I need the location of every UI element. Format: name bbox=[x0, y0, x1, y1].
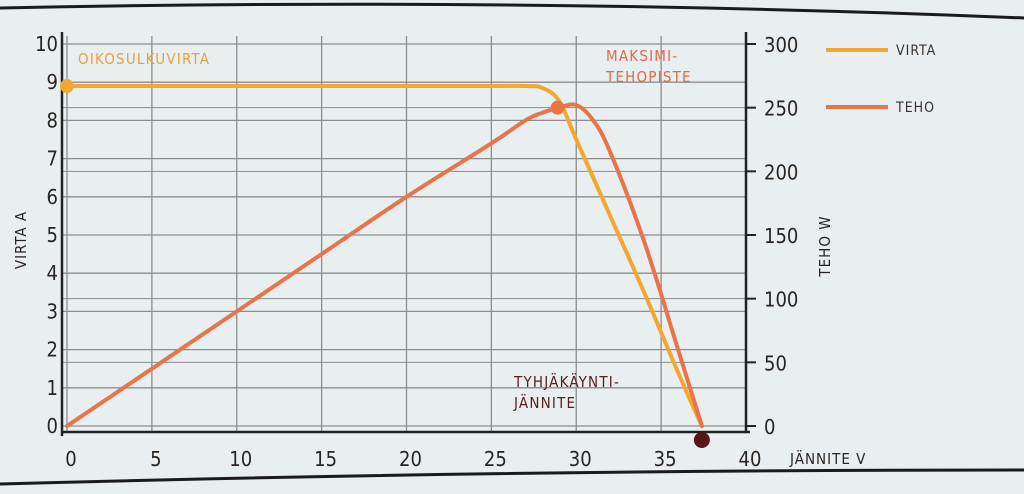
x-tick-label: 30 bbox=[569, 447, 592, 471]
page-edge-top bbox=[0, 2, 1024, 20]
left-tick-label: 9 bbox=[47, 70, 58, 94]
plot-frame bbox=[60, 32, 756, 436]
short-circuit-point bbox=[60, 79, 74, 94]
legend: VIRTA TEHO bbox=[826, 43, 936, 116]
left-tick-label: 5 bbox=[47, 223, 58, 247]
right-tick-label: 150 bbox=[764, 224, 798, 248]
left-tick-label: 10 bbox=[35, 32, 58, 56]
x-tick-label: 35 bbox=[654, 447, 677, 471]
y-left-axis-title: VIRTA A bbox=[12, 211, 30, 269]
left-tick-label: 7 bbox=[47, 147, 58, 171]
x-axis-title: JÄNNITE V bbox=[789, 449, 866, 468]
open-circuit-point bbox=[693, 432, 710, 448]
x-tick-label: 40 bbox=[739, 447, 762, 471]
y-right-axis-title: TEHO W bbox=[816, 215, 834, 277]
left-tick-label: 3 bbox=[47, 299, 58, 323]
x-tick-label: 15 bbox=[314, 447, 337, 471]
series-line-virta bbox=[65, 83, 704, 428]
page-edge-bottom bbox=[0, 468, 1024, 486]
annotation-open-circuit: TYHJÄKÄYNTI-JÄNNITE bbox=[513, 372, 620, 412]
data-points bbox=[60, 79, 710, 448]
right-tick-label: 200 bbox=[764, 160, 798, 184]
left-tick-label: 2 bbox=[47, 338, 58, 362]
left-tick-label: 0 bbox=[47, 414, 58, 438]
right-tick-label: 0 bbox=[764, 415, 775, 439]
right-tick-label: 100 bbox=[764, 288, 798, 312]
right-tick-label: 50 bbox=[764, 351, 787, 375]
legend-label-virta: VIRTA bbox=[896, 43, 936, 59]
series-line-teho bbox=[65, 102, 704, 428]
right-tick-label: 300 bbox=[764, 33, 798, 57]
annotation-short-circuit: OIKOSULKUVIRTA bbox=[78, 50, 210, 68]
left-tick-label: 1 bbox=[47, 376, 58, 400]
annotations: OIKOSULKUVIRTA MAKSIMI-TEHOPISTE TYHJÄKÄYN… bbox=[78, 47, 692, 412]
right-tick-label: 250 bbox=[764, 97, 798, 121]
left-tick-label: 6 bbox=[47, 185, 58, 209]
left-tick-label: 4 bbox=[47, 261, 58, 285]
left-tick-label: 8 bbox=[47, 108, 58, 132]
x-tick-label: 0 bbox=[65, 447, 76, 471]
max-power-point bbox=[550, 100, 565, 115]
data-series bbox=[65, 83, 704, 428]
x-tick-label: 10 bbox=[229, 447, 252, 471]
x-tick-label: 5 bbox=[150, 447, 161, 471]
annotation-max-power: MAKSIMI-TEHOPISTE bbox=[605, 47, 692, 86]
x-tick-label: 20 bbox=[399, 447, 422, 471]
x-tick-label: 25 bbox=[484, 447, 507, 471]
legend-label-teho: TEHO bbox=[895, 100, 935, 116]
